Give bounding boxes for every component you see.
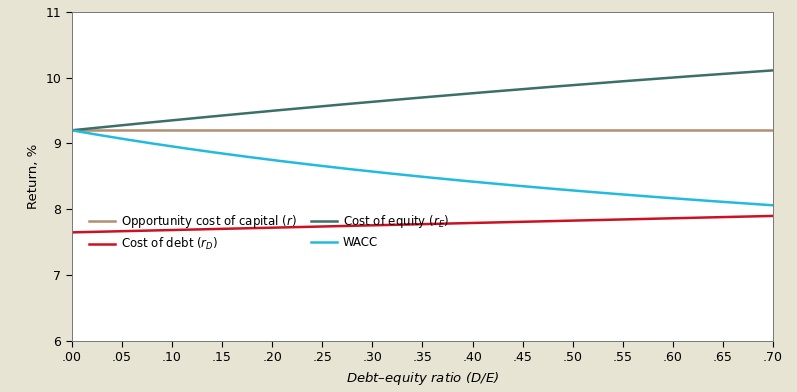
Legend: Opportunity cost of capital ($r$), Cost of debt ($r_D$), Cost of equity ($r_E$),: Opportunity cost of capital ($r$), Cost …	[84, 209, 453, 256]
Y-axis label: Return, %: Return, %	[27, 144, 40, 209]
X-axis label: Debt–equity ratio ($D$/$E$): Debt–equity ratio ($D$/$E$)	[346, 370, 499, 387]
